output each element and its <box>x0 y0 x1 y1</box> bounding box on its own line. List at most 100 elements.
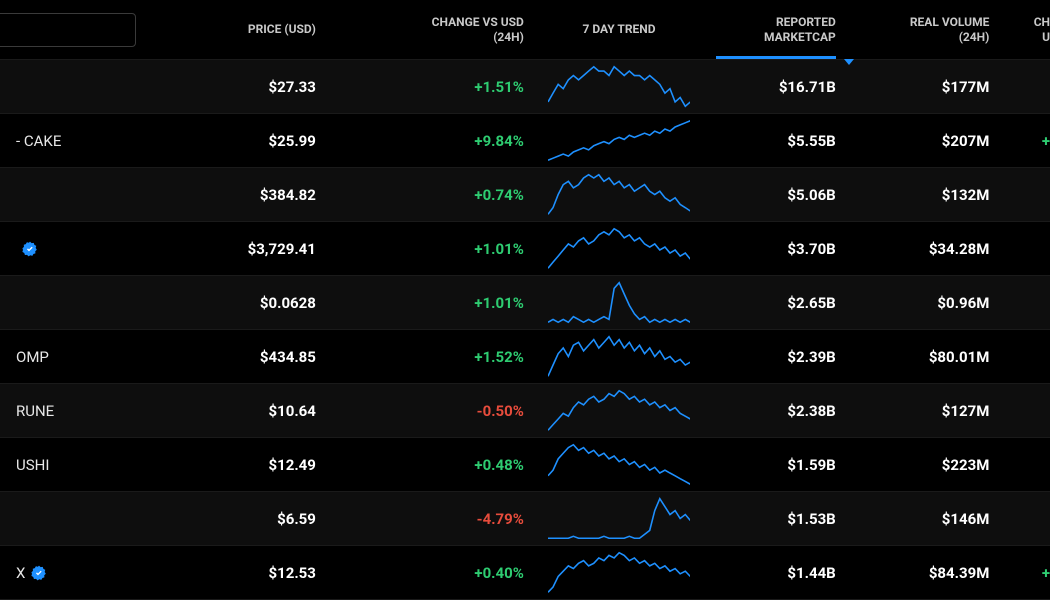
cell-extra <box>1005 168 1050 221</box>
cell-change: -4.79% <box>332 492 540 545</box>
table-row[interactable]: $0.0628+1.01%$2.65B$0.96M <box>0 276 1050 330</box>
cell-extra <box>1005 276 1050 329</box>
cell-price: $12.53 <box>188 546 332 599</box>
cell-extra <box>1005 60 1050 113</box>
cell-marketcap: $1.53B <box>698 492 852 545</box>
header-mcap-label-2: MARKETCAP <box>764 30 836 45</box>
header-change[interactable]: CHANGE VS USD (24H) <box>332 0 540 59</box>
cell-price: $12.49 <box>188 438 332 491</box>
table-row[interactable]: $6.59-4.79%$1.53B$146M <box>0 492 1050 546</box>
verified-badge <box>22 241 38 257</box>
cell-name <box>0 168 188 221</box>
cell-marketcap: $2.65B <box>698 276 852 329</box>
asset-name: RUNE <box>16 402 54 420</box>
verified-badge <box>31 565 47 581</box>
cell-name <box>0 60 188 113</box>
cell-price: $434.85 <box>188 330 332 383</box>
cell-extra: + <box>1005 546 1050 599</box>
header-extra[interactable]: CH U <box>1005 0 1050 59</box>
cell-change: -0.50% <box>332 384 540 437</box>
cell-price: $27.33 <box>188 60 332 113</box>
cell-marketcap: $5.06B <box>698 168 852 221</box>
header-mcap-label-1: REPORTED <box>776 15 836 30</box>
cell-name: RUNE <box>0 384 188 437</box>
sparkline-chart <box>548 334 690 379</box>
table-row[interactable]: $384.82+0.74%$5.06B$132M <box>0 168 1050 222</box>
cell-change: +1.01% <box>332 276 540 329</box>
header-change-label-2: (24H) <box>493 30 524 45</box>
cell-trend <box>540 276 698 329</box>
cell-change: +1.01% <box>332 222 540 275</box>
table-body: $27.33+1.51%$16.71B$177M- CAKE$25.99+9.8… <box>0 60 1050 600</box>
cell-name <box>0 276 188 329</box>
cell-volume: $34.28M <box>852 222 1006 275</box>
cell-trend <box>540 222 698 275</box>
cell-extra <box>1005 438 1050 491</box>
cell-volume: $146M <box>852 492 1006 545</box>
sort-arrow-icon <box>844 59 854 65</box>
cell-marketcap: $2.38B <box>698 384 852 437</box>
sparkline-chart <box>548 172 690 217</box>
sparkline-chart <box>548 496 690 541</box>
sort-indicator <box>716 56 836 59</box>
cell-price: $3,729.41 <box>188 222 332 275</box>
cell-marketcap: $2.39B <box>698 330 852 383</box>
header-trend[interactable]: 7 DAY TREND <box>540 0 698 59</box>
header-price[interactable]: PRICE (USD) <box>188 0 332 59</box>
cell-trend <box>540 60 698 113</box>
cell-marketcap: $16.71B <box>698 60 852 113</box>
cell-marketcap: $1.44B <box>698 546 852 599</box>
cell-extra: + <box>1005 114 1050 167</box>
cell-change: +0.40% <box>332 546 540 599</box>
header-change-label-1: CHANGE VS USD <box>432 15 524 30</box>
verified-badge-icon <box>22 241 38 257</box>
cell-price: $25.99 <box>188 114 332 167</box>
cell-trend <box>540 384 698 437</box>
header-extra-label-2: U <box>1042 30 1050 45</box>
header-volume[interactable]: REAL VOLUME (24H) <box>852 0 1006 59</box>
cell-extra <box>1005 492 1050 545</box>
table-header-row: PRICE (USD) CHANGE VS USD (24H) 7 DAY TR… <box>0 0 1050 60</box>
table-row[interactable]: USHI$12.49+0.48%$1.59B$223M <box>0 438 1050 492</box>
cell-trend <box>540 492 698 545</box>
table-row[interactable]: - CAKE$25.99+9.84%$5.55B$207M+ <box>0 114 1050 168</box>
sparkline-chart <box>548 388 690 433</box>
table-row[interactable]: $3,729.41+1.01%$3.70B$34.28M <box>0 222 1050 276</box>
cell-price: $10.64 <box>188 384 332 437</box>
cell-trend <box>540 168 698 221</box>
filter-input[interactable] <box>0 13 136 47</box>
cell-name <box>0 492 188 545</box>
cell-trend <box>540 546 698 599</box>
sparkline-chart <box>548 550 690 595</box>
crypto-table: PRICE (USD) CHANGE VS USD (24H) 7 DAY TR… <box>0 0 1050 600</box>
header-marketcap[interactable]: REPORTED MARKETCAP <box>698 0 852 59</box>
cell-name: - CAKE <box>0 114 188 167</box>
cell-name: OMP <box>0 330 188 383</box>
asset-name: - CAKE <box>16 132 61 150</box>
asset-name: X <box>16 564 25 582</box>
sparkline-chart <box>548 64 690 109</box>
header-price-label: PRICE (USD) <box>248 22 316 37</box>
verified-badge-icon <box>31 565 47 581</box>
cell-change: +0.74% <box>332 168 540 221</box>
cell-name: X <box>0 546 188 599</box>
cell-extra <box>1005 222 1050 275</box>
cell-trend <box>540 330 698 383</box>
cell-volume: $223M <box>852 438 1006 491</box>
cell-extra <box>1005 384 1050 437</box>
cell-trend <box>540 438 698 491</box>
cell-extra <box>1005 330 1050 383</box>
cell-marketcap: $1.59B <box>698 438 852 491</box>
header-vol-label-2: (24H) <box>959 30 990 45</box>
table-row[interactable]: RUNE$10.64-0.50%$2.38B$127M <box>0 384 1050 438</box>
cell-change: +1.51% <box>332 60 540 113</box>
table-row[interactable]: $27.33+1.51%$16.71B$177M <box>0 60 1050 114</box>
cell-volume: $132M <box>852 168 1006 221</box>
sparkline-chart <box>548 442 690 487</box>
cell-change: +0.48% <box>332 438 540 491</box>
table-row[interactable]: X$12.53+0.40%$1.44B$84.39M+ <box>0 546 1050 600</box>
table-row[interactable]: OMP$434.85+1.52%$2.39B$80.01M <box>0 330 1050 384</box>
cell-trend <box>540 114 698 167</box>
header-trend-label: 7 DAY TREND <box>582 22 655 37</box>
sparkline-chart <box>548 280 690 325</box>
